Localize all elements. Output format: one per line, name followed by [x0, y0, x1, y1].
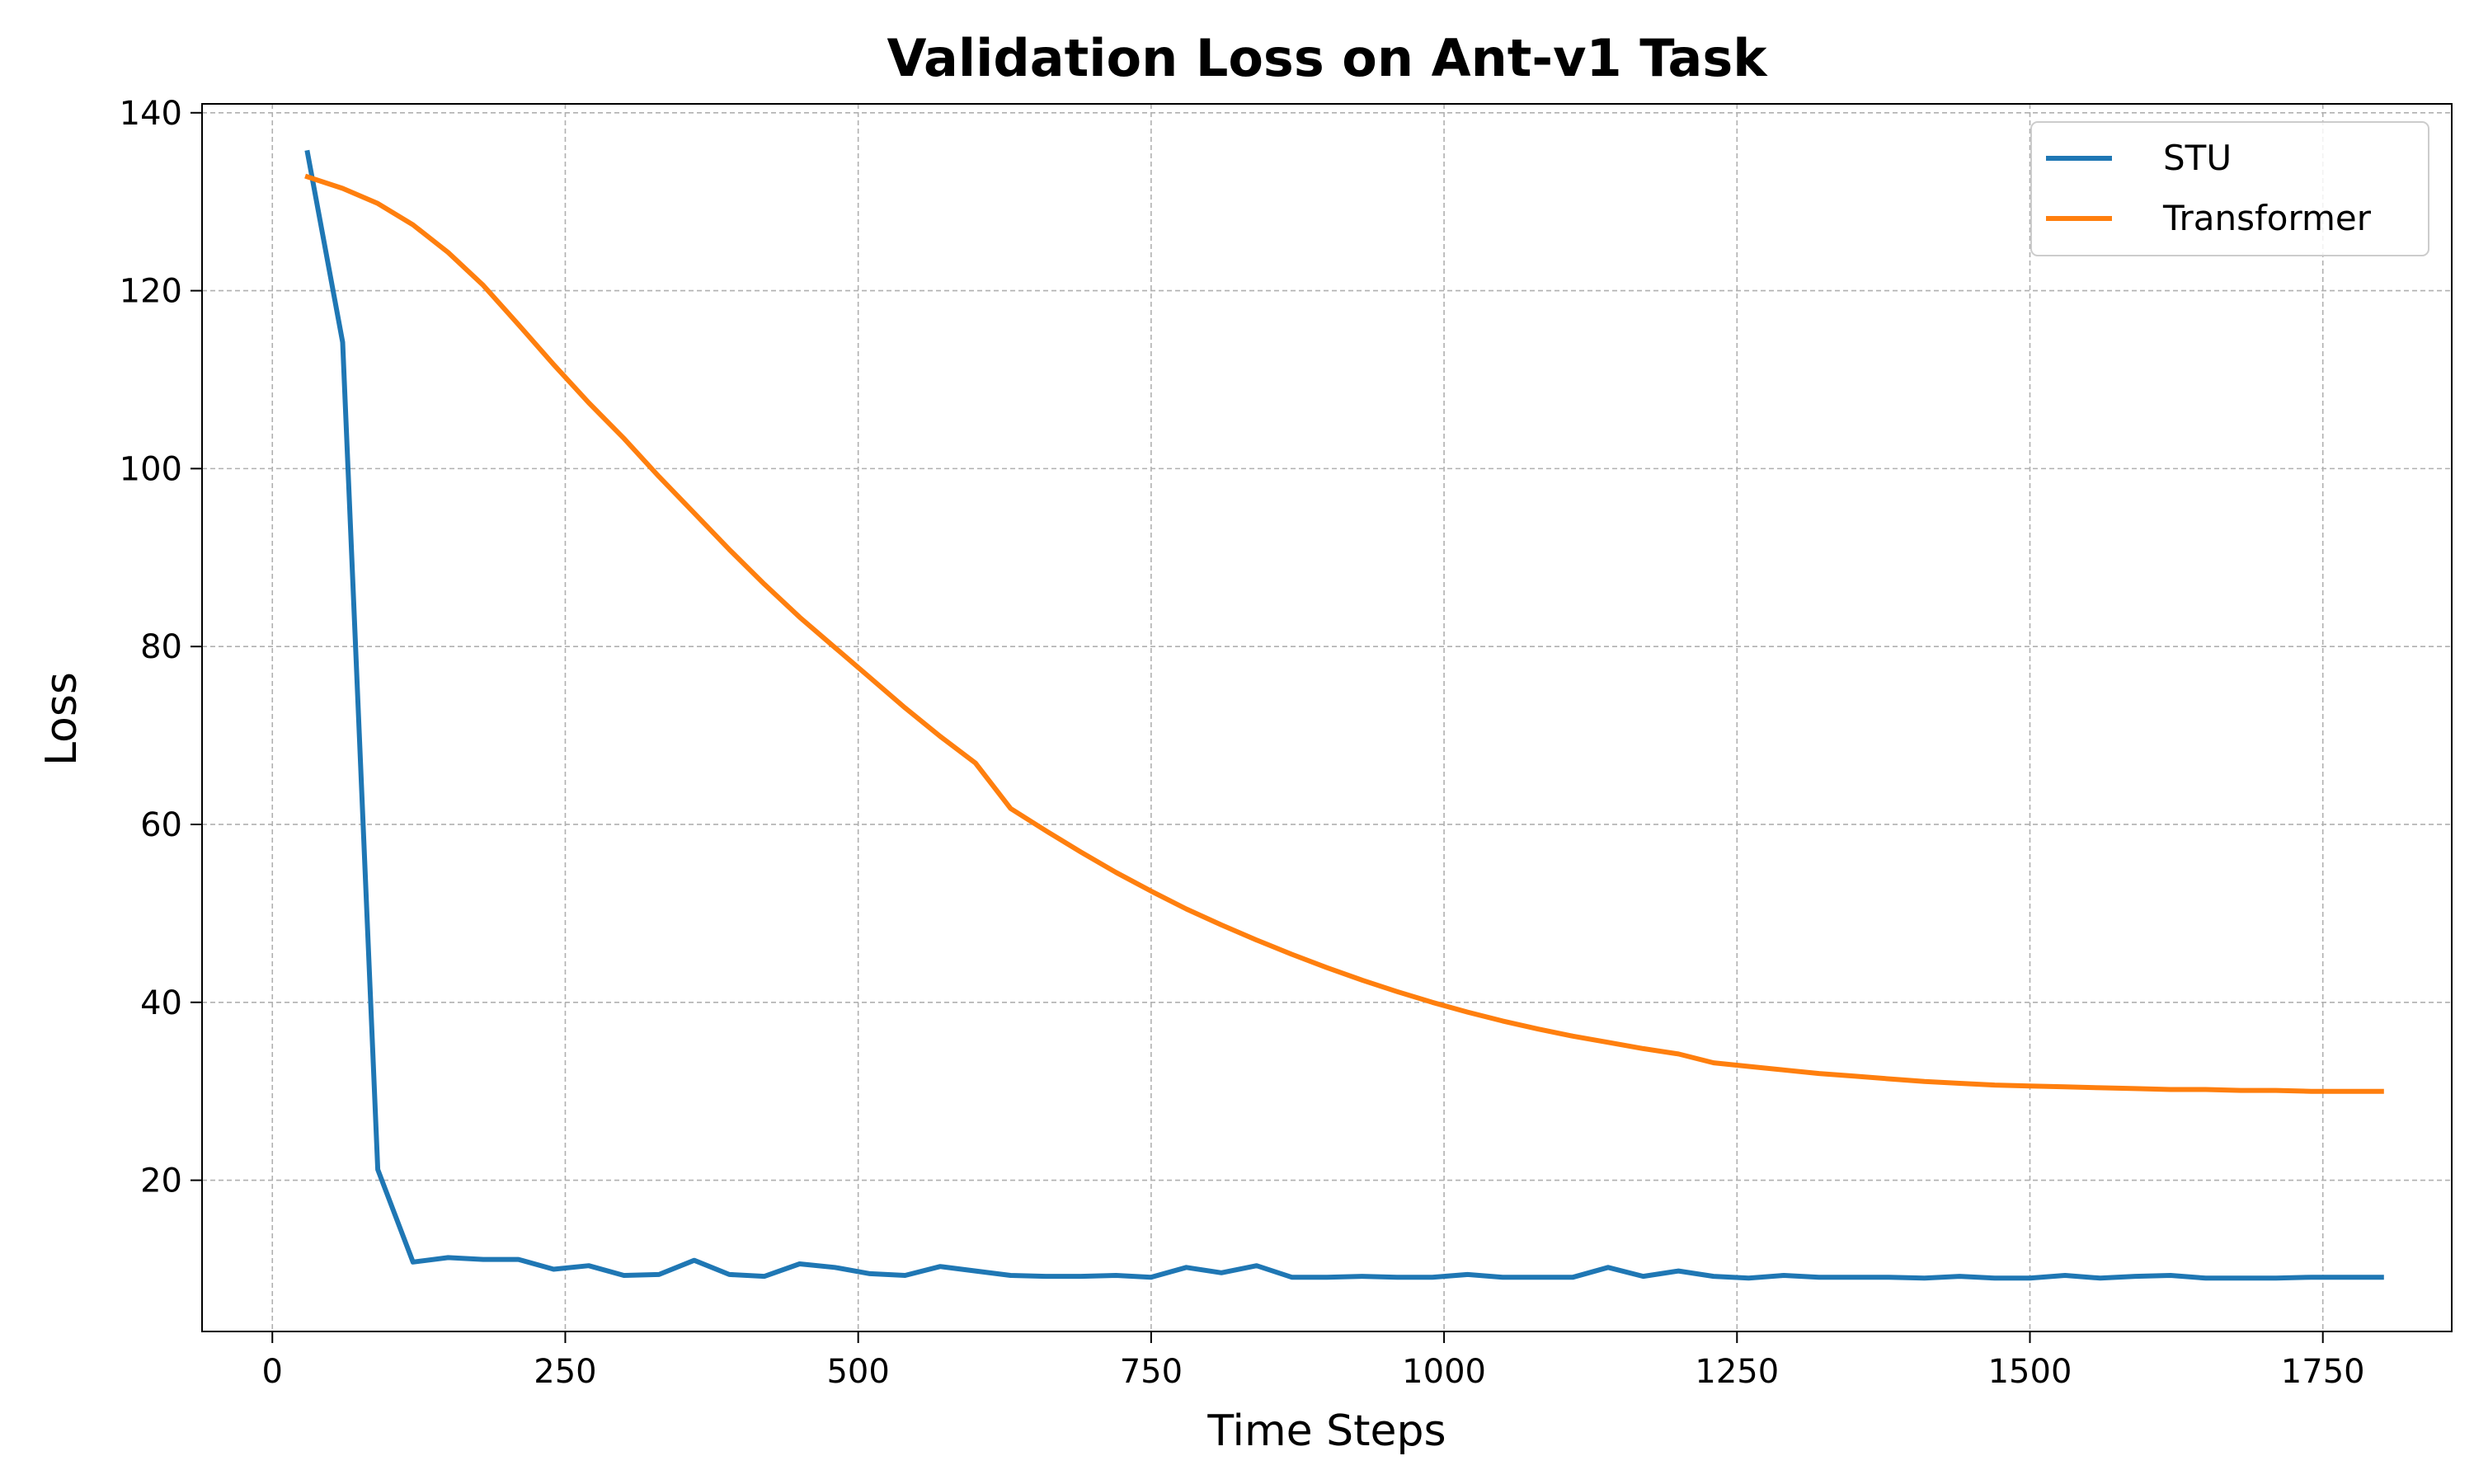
x-tick-label: 250 [534, 1353, 596, 1391]
x-tick-label: 1250 [1695, 1353, 1779, 1391]
x-tick-label: 500 [826, 1353, 889, 1391]
y-axis-label: Loss [37, 672, 87, 766]
y-tick-label: 120 [120, 273, 182, 311]
legend-box [2030, 121, 2429, 256]
y-tick-label: 100 [120, 450, 182, 488]
series-lines [304, 149, 2384, 1281]
grid-lines [202, 104, 2452, 1331]
y-tick-label: 140 [120, 95, 182, 133]
x-tick-label: 750 [1120, 1353, 1183, 1391]
series-line-transformer [304, 173, 2384, 1094]
chart-title: Validation Loss on Ant-v1 Task [887, 28, 1768, 88]
x-tick-label: 0 [262, 1353, 283, 1391]
legend-label: Transformer [2162, 198, 2372, 238]
y-tick-label: 60 [140, 806, 182, 844]
series-line-stu [304, 149, 2384, 1281]
x-tick-label: 1750 [2281, 1353, 2365, 1391]
plot-frame [201, 103, 2453, 1332]
x-axis-label: Time Steps [1206, 1407, 1446, 1456]
legend-label: STU [2163, 138, 2232, 178]
y-tick-label: 40 [140, 984, 182, 1022]
axis-ticks: 0 250 500 750 1000 1250 1500 1750 20 40 60 80 100 120… [120, 95, 2365, 1391]
legend: STU Transformer [2030, 121, 2429, 256]
y-tick-label: 20 [140, 1162, 182, 1200]
y-tick-label: 80 [140, 628, 182, 666]
x-tick-label: 1000 [1402, 1353, 1486, 1391]
x-tick-label: 1500 [1988, 1353, 2072, 1391]
